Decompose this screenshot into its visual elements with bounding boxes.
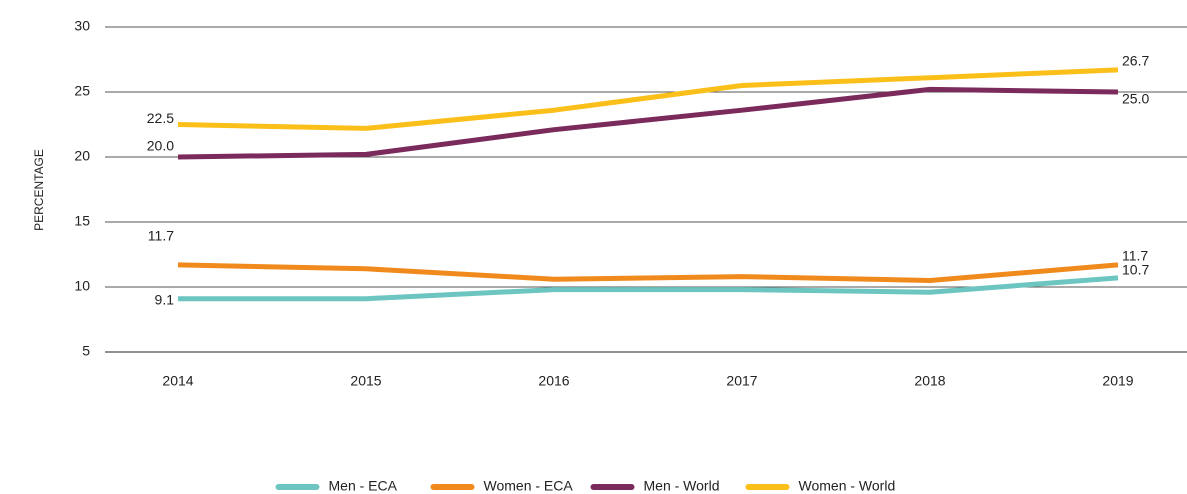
legend-label: Women - ECA	[484, 478, 574, 494]
y-tick-label: 10	[74, 278, 90, 294]
data-label: 20.0	[147, 138, 174, 154]
line	[177, 86, 1119, 160]
x-tick-label: 2018	[914, 373, 945, 389]
y-tick-label: 30	[74, 18, 90, 34]
y-axis-label: PERCENTAGE	[32, 149, 46, 231]
data-label: 22.5	[147, 110, 174, 126]
y-tick-label: 15	[74, 213, 90, 229]
x-tick-label: 2016	[538, 373, 569, 389]
data-label: 11.7	[1122, 248, 1148, 264]
y-tick-label: 20	[74, 148, 90, 164]
line	[178, 275, 1119, 302]
x-tick-label: 2017	[726, 373, 757, 389]
legend-label: Men - World	[644, 478, 720, 494]
data-label: 10.7	[1122, 262, 1149, 278]
x-tick-label: 2015	[350, 373, 381, 389]
data-label: 25.0	[1122, 91, 1149, 107]
line	[177, 262, 1119, 283]
data-label: 9.1	[155, 291, 175, 307]
legend-label: Women - World	[799, 478, 896, 494]
data-label: 26.7	[1122, 53, 1149, 69]
y-tick-label: 25	[74, 83, 90, 99]
legend-label: Men - ECA	[329, 478, 398, 494]
x-tick-label: 2019	[1102, 373, 1133, 389]
data-label: 11.7	[148, 228, 174, 244]
line	[177, 67, 1119, 131]
y-tick-label: 5	[82, 343, 90, 359]
x-tick-label: 2014	[162, 373, 193, 389]
